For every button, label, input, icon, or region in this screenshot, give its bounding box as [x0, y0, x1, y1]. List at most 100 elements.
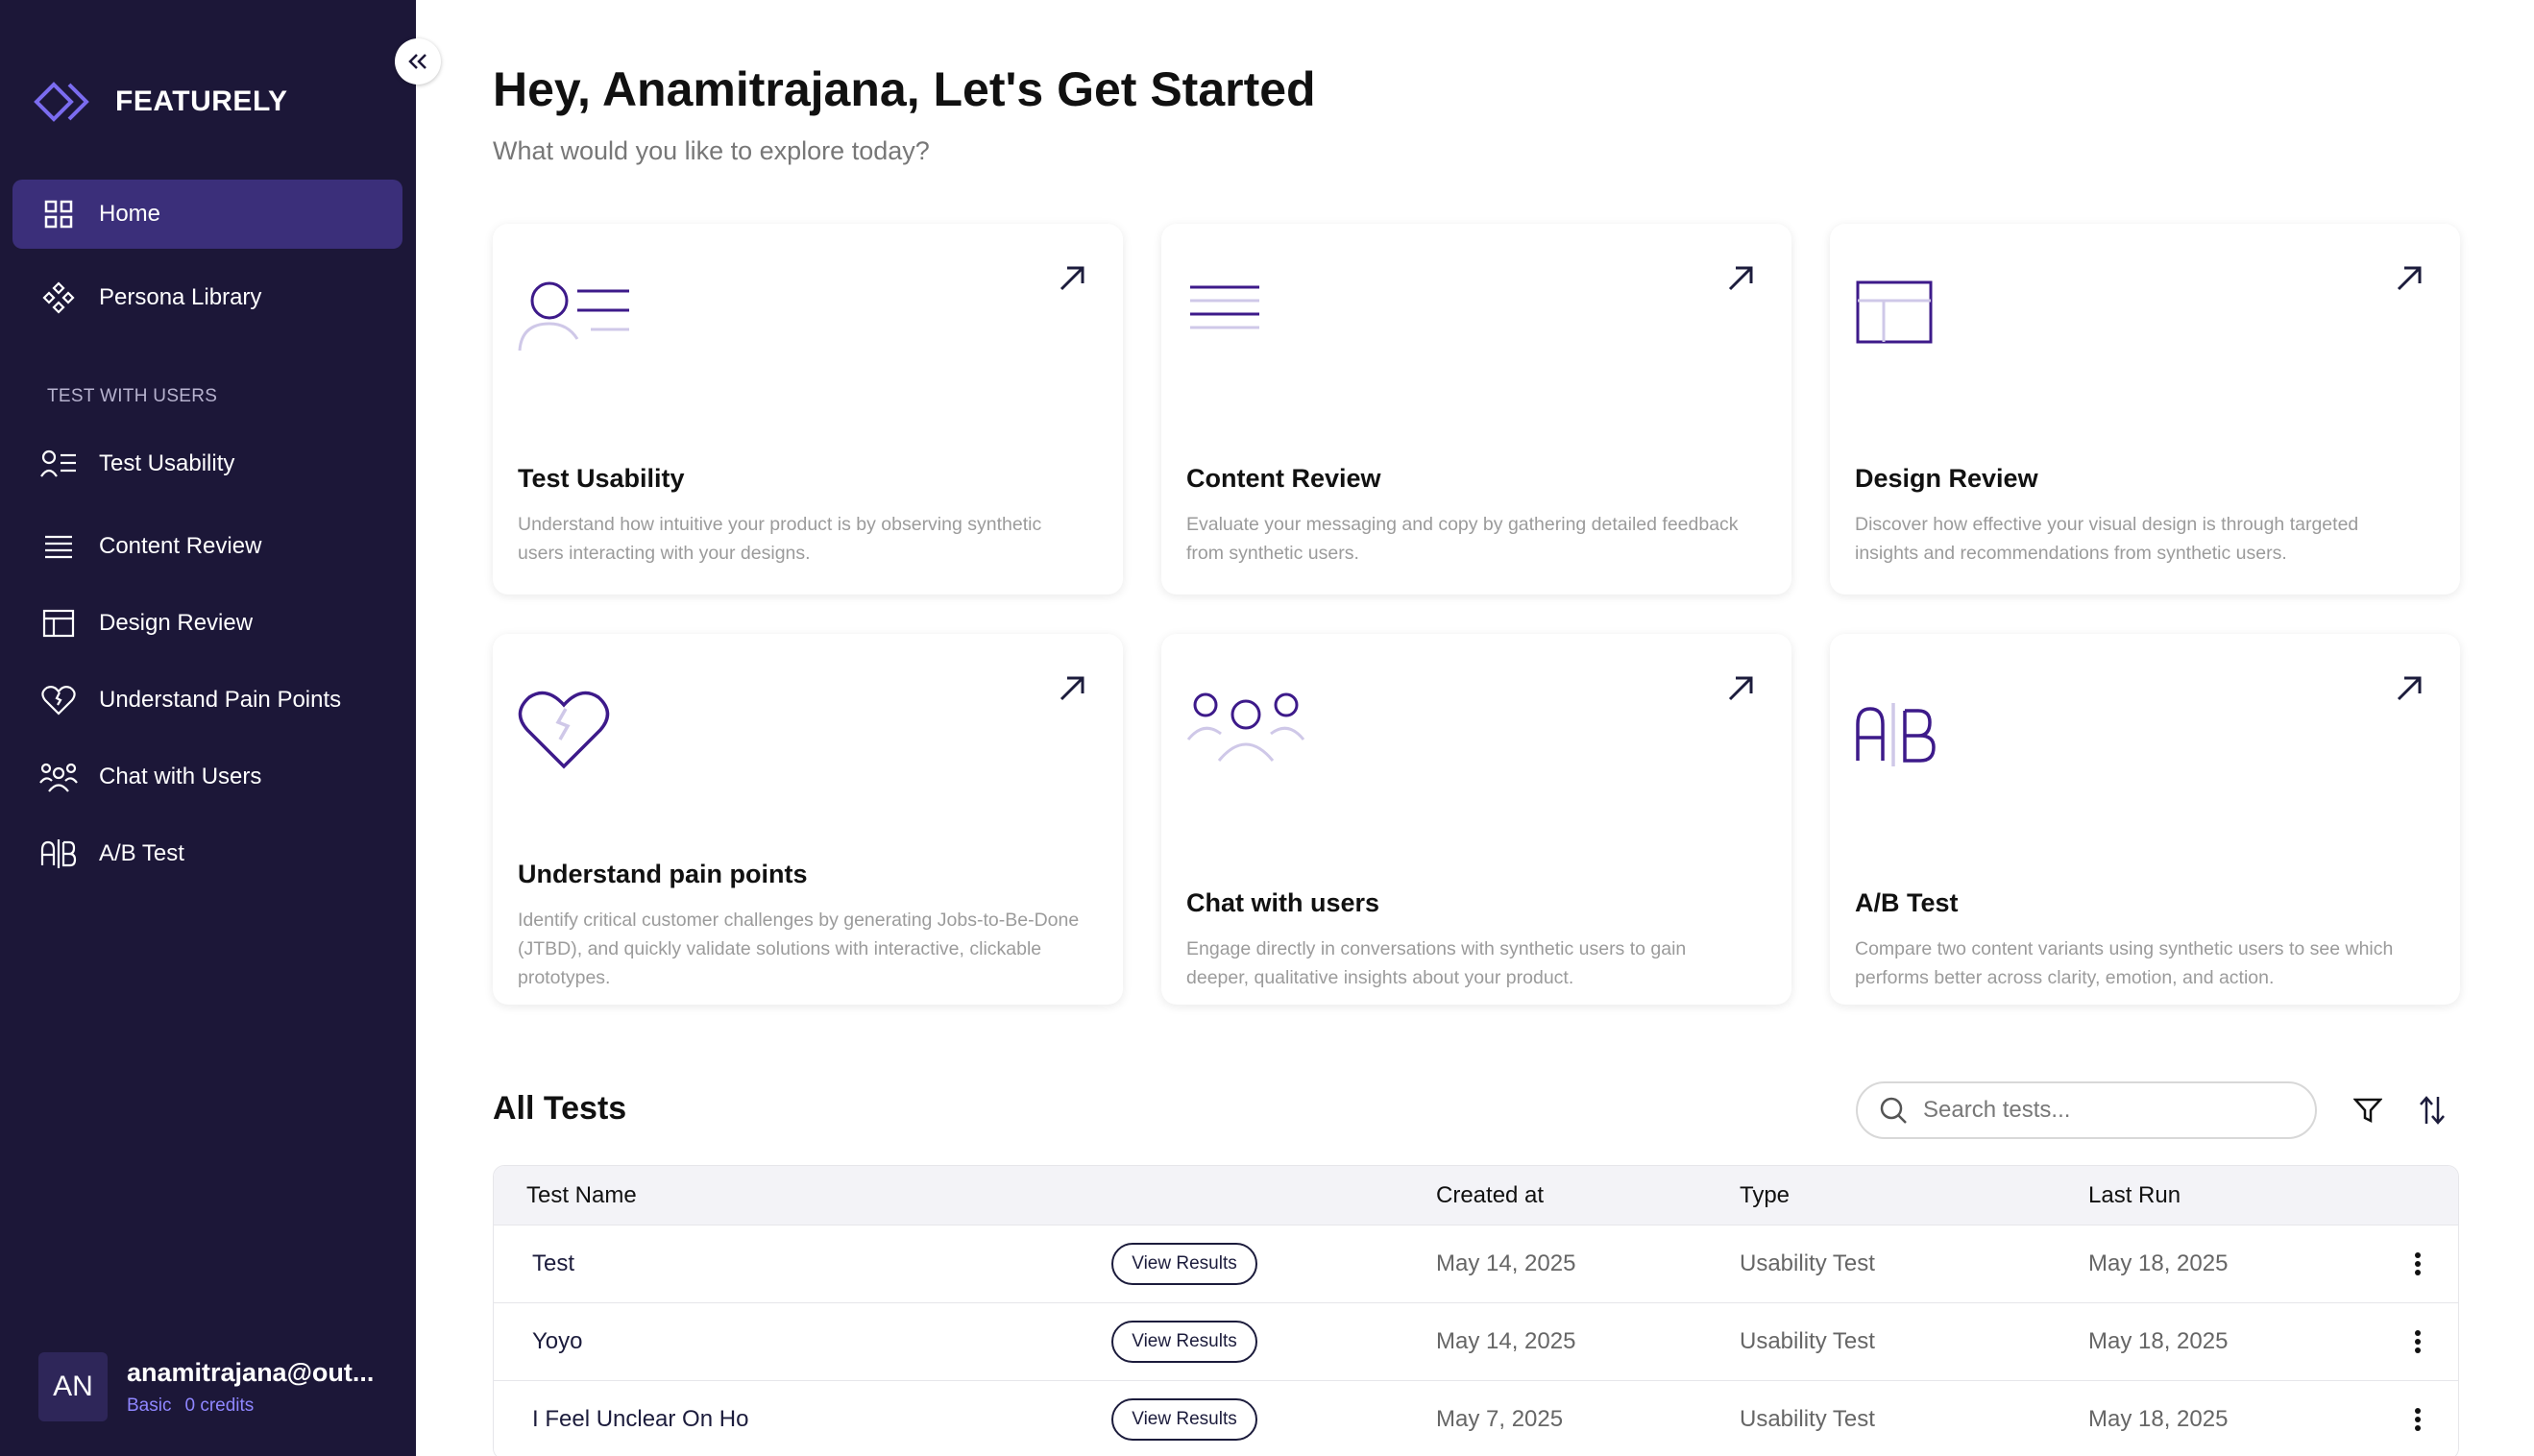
page-title: Hey, Anamitrajana, Let's Get Started [493, 62, 1316, 116]
arrow-up-right-icon [1060, 676, 1084, 701]
page-subtitle: What would you like to explore today? [493, 136, 930, 165]
sidebar-item-home[interactable]: Home [12, 180, 402, 249]
test-name[interactable]: I Feel Unclear On Ho [532, 1406, 749, 1432]
test-type: Usability Test [1740, 1250, 1875, 1276]
table-header: Test Name Created at Type Last Run [494, 1166, 2458, 1225]
test-name[interactable]: Test [532, 1250, 575, 1276]
test-name[interactable]: Yoyo [532, 1328, 583, 1354]
sidebar-item-label: Design Review [99, 610, 254, 636]
last-run-date: May 18, 2025 [2088, 1406, 2229, 1432]
broken-heart-icon [518, 691, 610, 769]
plan-badge: Basic [127, 1395, 172, 1416]
sidebar-item-label: Persona Library [99, 284, 262, 310]
search-box[interactable] [1856, 1081, 2317, 1139]
last-run-date: May 18, 2025 [2088, 1328, 2229, 1354]
card-title: Design Review [1855, 464, 2038, 493]
tests-table: Test Name Created at Type Last Run Test … [493, 1165, 2459, 1456]
users-icon [1186, 692, 1305, 762]
grid-icon [39, 195, 78, 233]
created-date: May 14, 2025 [1436, 1250, 1576, 1276]
filter-button[interactable] [2349, 1091, 2387, 1129]
brand-name: FEATURELY [115, 85, 288, 117]
test-type: Usability Test [1740, 1328, 1875, 1354]
sidebar-item-label: Understand Pain Points [99, 687, 342, 713]
search-input[interactable] [1923, 1097, 2288, 1124]
heart-icon [39, 681, 78, 719]
sidebar-item-ab-test[interactable]: A/B Test [12, 819, 402, 888]
card-title: Understand pain points [518, 860, 808, 888]
view-results-button[interactable]: View Results [1111, 1398, 1257, 1441]
table-row[interactable]: Test View Results May 14, 2025 Usability… [494, 1225, 2458, 1303]
card-title: Test Usability [518, 464, 685, 493]
sidebar-item-test-usability[interactable]: Test Usability [12, 429, 402, 498]
view-results-button[interactable]: View Results [1111, 1321, 1257, 1363]
sidebar-item-understand-pain-points[interactable]: Understand Pain Points [12, 666, 402, 735]
featurely-logo-icon [34, 82, 89, 122]
avatar: AN [38, 1352, 108, 1421]
lines-icon [1190, 285, 1259, 329]
card-content-review[interactable]: Content Review Evaluate your messaging a… [1161, 224, 1791, 595]
card-chat-with-users[interactable]: Chat with users Engage directly in conve… [1161, 634, 1791, 1005]
created-date: May 14, 2025 [1436, 1328, 1576, 1354]
user-profile[interactable]: AN anamitrajana@out... Basic 0 credits [38, 1352, 374, 1421]
components-icon [39, 279, 78, 317]
card-test-usability[interactable]: Test Usability Understand how intuitive … [493, 224, 1123, 595]
sidebar-item-content-review[interactable]: Content Review [12, 512, 402, 581]
created-date: May 7, 2025 [1436, 1406, 1564, 1432]
lines-icon [39, 527, 78, 566]
table-row[interactable]: I Feel Unclear On Ho View Results May 7,… [494, 1381, 2458, 1456]
all-tests-heading: All Tests [493, 1090, 627, 1127]
card-understand-pain-points[interactable]: Understand pain points Identify critical… [493, 634, 1123, 1005]
sidebar: FEATURELY Home Persona Library TEST WITH… [0, 0, 416, 1456]
test-type: Usability Test [1740, 1406, 1875, 1432]
person-list-icon [518, 281, 629, 352]
more-vertical-icon [2415, 1408, 2421, 1431]
sidebar-item-chat-with-users[interactable]: Chat with Users [12, 742, 402, 812]
arrow-up-right-icon [1728, 676, 1753, 701]
table-row[interactable]: Yoyo View Results May 14, 2025 Usability… [494, 1303, 2458, 1381]
brand-logo[interactable]: FEATURELY [33, 81, 288, 123]
user-email: anamitrajana@out... [127, 1357, 375, 1387]
column-header-type[interactable]: Type [1740, 1182, 1791, 1208]
card-description: Discover how effective your visual desig… [1855, 514, 2359, 564]
view-results-button[interactable]: View Results [1111, 1243, 1257, 1285]
layout-icon [1856, 280, 1933, 344]
sidebar-item-label: Chat with Users [99, 764, 262, 789]
column-header-created-at[interactable]: Created at [1436, 1182, 1545, 1208]
ab-icon [39, 835, 78, 873]
card-description: Engage directly in conversations with sy… [1186, 938, 1687, 988]
search-icon [1880, 1097, 1907, 1124]
last-run-date: May 18, 2025 [2088, 1250, 2229, 1276]
double-chevron-left-icon [408, 54, 426, 69]
card-description: Compare two content variants using synth… [1855, 938, 2394, 988]
arrow-up-right-icon [1728, 266, 1753, 291]
column-header-test-name[interactable]: Test Name [526, 1182, 637, 1208]
arrow-up-right-icon [1060, 266, 1084, 291]
sidebar-item-label: Content Review [99, 533, 262, 559]
more-vertical-icon [2415, 1252, 2421, 1275]
arrow-up-right-icon [2397, 676, 2422, 701]
credits-count: 0 credits [184, 1395, 255, 1416]
card-description: Understand how intuitive your product is… [518, 514, 1042, 564]
card-ab-test[interactable]: A/B Test Compare two content variants us… [1830, 634, 2460, 1005]
card-design-review[interactable]: Design Review Discover how effective you… [1830, 224, 2460, 595]
card-title: Chat with users [1186, 888, 1380, 917]
section-label-test-with-users: TEST WITH USERS [47, 386, 218, 406]
card-description: Identify critical customer challenges by… [518, 910, 1080, 988]
column-header-last-run[interactable]: Last Run [2088, 1182, 2181, 1208]
sidebar-item-design-review[interactable]: Design Review [12, 589, 402, 658]
card-description: Evaluate your messaging and copy by gath… [1186, 514, 1739, 564]
ab-icon [1856, 703, 1936, 766]
row-menu-button[interactable] [2403, 1324, 2432, 1359]
sort-button[interactable] [2413, 1091, 2451, 1129]
person-list-icon [39, 445, 78, 483]
sidebar-item-label: A/B Test [99, 840, 184, 866]
filter-icon [2353, 1098, 2382, 1124]
collapse-sidebar-button[interactable] [395, 38, 441, 85]
row-menu-button[interactable] [2403, 1247, 2432, 1281]
sidebar-item-persona-library[interactable]: Persona Library [12, 263, 402, 332]
sidebar-item-label: Test Usability [99, 450, 235, 476]
sidebar-item-label: Home [99, 201, 161, 227]
row-menu-button[interactable] [2403, 1402, 2432, 1437]
layout-icon [39, 604, 78, 643]
